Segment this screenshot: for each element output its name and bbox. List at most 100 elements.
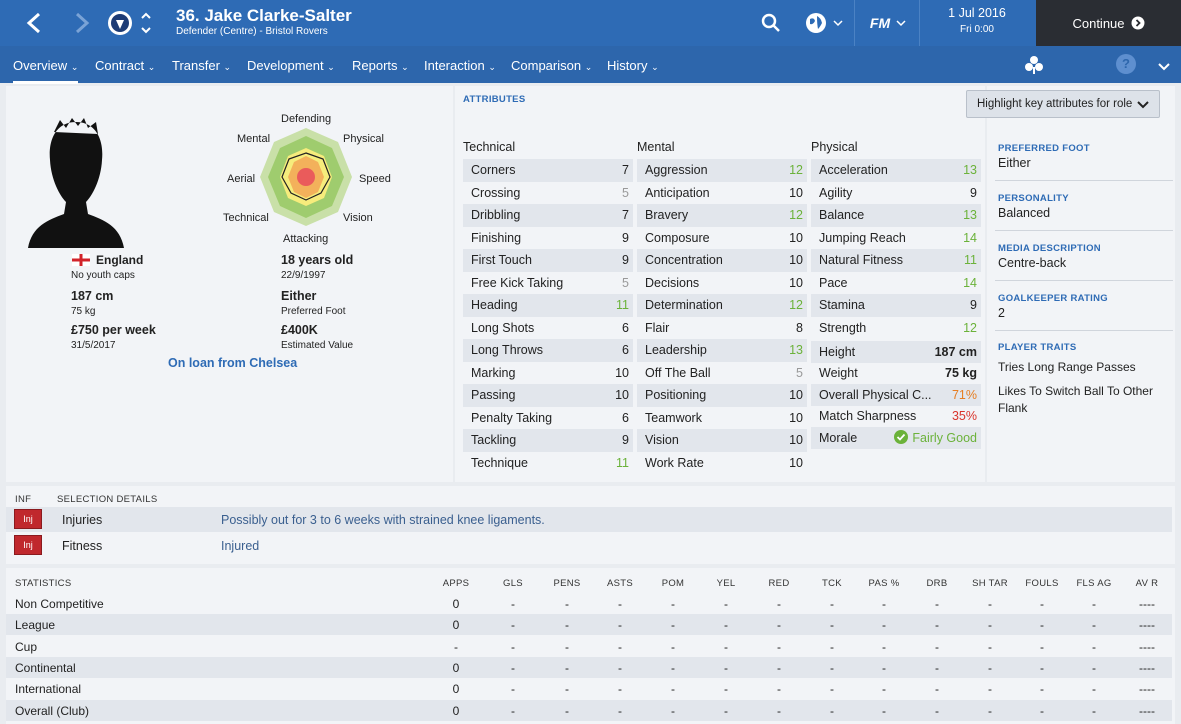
attribute-row[interactable]: Bravery 12 (637, 204, 807, 227)
attribute-row[interactable]: Corners 7 (463, 159, 633, 182)
injury-badge: Inj (14, 509, 42, 529)
attribute-row[interactable]: Heading 11 (463, 294, 633, 317)
attribute-row[interactable]: Height 187 cm (811, 341, 981, 363)
table-row[interactable]: Continental 0- - - - - - - - - - - - ---- (6, 656, 1172, 678)
highlight-key-attributes-dropdown[interactable]: Highlight key attributes for role (966, 90, 1160, 118)
attribute-row[interactable]: Agility 9 (811, 182, 981, 205)
row-label: League (15, 618, 56, 633)
column-header[interactable]: PENS (553, 578, 581, 589)
table-cell: ---- (1139, 618, 1155, 633)
attribute-row[interactable]: Anticipation 10 (637, 182, 807, 205)
continue-button[interactable]: Continue (1036, 0, 1181, 46)
fitness-row[interactable]: Inj Fitness Injured (6, 533, 1172, 558)
attribute-row[interactable]: Match Sharpness 35% (811, 406, 981, 428)
tab-contract[interactable]: Contract ⌄ (95, 58, 155, 73)
loan-link[interactable]: On loan from Chelsea (168, 356, 298, 370)
table-cell: - (724, 682, 728, 697)
attribute-row[interactable]: Weight 75 kg (811, 363, 981, 385)
up-down-chevron-icon[interactable] (136, 0, 156, 46)
attribute-row[interactable]: Aggression 12 (637, 159, 807, 182)
physical-heading: Physical (811, 140, 858, 154)
attribute-row[interactable]: Work Rate 10 (637, 452, 807, 475)
attribute-row[interactable]: Acceleration 13 (811, 159, 981, 182)
club-crest-icon[interactable] (106, 0, 134, 46)
preferred-foot-label: PREFERRED FOOT (998, 143, 1090, 154)
attribute-row[interactable]: Positioning 10 (637, 384, 807, 407)
table-cell: - (618, 639, 622, 654)
column-header[interactable]: RED (768, 578, 790, 589)
attribute-row[interactable]: Free Kick Taking 5 (463, 272, 633, 295)
tab-reports[interactable]: Reports ⌄ (352, 58, 409, 73)
table-row[interactable]: Non Competitive 0- - - - - - - - - - - - ---- (6, 593, 1172, 614)
column-header[interactable]: AV R (1135, 578, 1159, 589)
table-row[interactable]: League 0- - - - - - - - - - - - ---- (6, 614, 1172, 636)
attribute-row[interactable]: First Touch 9 (463, 249, 633, 272)
attribute-row[interactable]: Strength 12 (811, 317, 981, 340)
attribute-value: 10 (789, 230, 803, 245)
table-cell: - (618, 660, 622, 675)
tab-overview[interactable]: Overview ⌄ (13, 58, 79, 84)
table-row[interactable]: International 0- - - - - - - - - - - - ---- (6, 678, 1172, 699)
column-header[interactable]: PAS % (868, 578, 900, 589)
table-row[interactable]: Cup - - - - - - - - - - - - - ---- (6, 636, 1172, 657)
attribute-row[interactable]: Long Shots 6 (463, 317, 633, 340)
column-header[interactable]: FLS AG (1076, 578, 1112, 589)
fm-menu-button[interactable]: FM (858, 0, 918, 46)
search-button[interactable] (755, 0, 787, 46)
tab-history[interactable]: History ⌄ (607, 58, 659, 73)
chevron-down-icon (896, 20, 906, 27)
club-menu-icon[interactable] (1024, 55, 1044, 78)
attribute-row[interactable]: Penalty Taking 6 (463, 407, 633, 430)
attribute-row[interactable]: Overall Physical C... 71% (811, 384, 981, 406)
attribute-row[interactable]: Teamwork 10 (637, 407, 807, 430)
tab-comparison[interactable]: Comparison ⌄ (511, 58, 592, 73)
attribute-row[interactable]: Composure 10 (637, 227, 807, 250)
forward-button[interactable] (62, 0, 102, 46)
attribute-row[interactable]: Jumping Reach 14 (811, 227, 981, 250)
column-header[interactable]: APPS (442, 578, 470, 589)
attribute-row[interactable]: Determination 12 (637, 294, 807, 317)
attribute-row[interactable]: Flair 8 (637, 317, 807, 340)
attribute-row[interactable]: Long Throws 6 (463, 339, 633, 362)
table-cell: - (882, 639, 886, 654)
column-header[interactable]: GLS (503, 578, 523, 589)
attribute-row[interactable]: Crossing 5 (463, 182, 633, 205)
attribute-row[interactable]: Dribbling 7 (463, 204, 633, 227)
column-header[interactable]: POM (661, 578, 685, 589)
attribute-row[interactable]: Concentration 10 (637, 249, 807, 272)
table-row[interactable]: Overall (Club) 0- - - - - - - - - - - - ---- (6, 699, 1172, 721)
attribute-row[interactable]: Decisions 10 (637, 272, 807, 295)
attribute-row[interactable]: Stamina 9 (811, 294, 981, 317)
attribute-row[interactable]: Passing 10 (463, 384, 633, 407)
attribute-row[interactable]: Leadership 13 (637, 339, 807, 362)
attribute-row[interactable]: Marking 10 (463, 362, 633, 385)
attribute-row[interactable]: Pace 14 (811, 272, 981, 295)
attribute-row[interactable]: Vision 10 (637, 429, 807, 452)
help-icon[interactable]: ? (1116, 54, 1136, 74)
column-header[interactable]: TCK (822, 578, 842, 589)
attribute-row[interactable]: Off The Ball 5 (637, 362, 807, 385)
globe-menu-button[interactable] (798, 0, 848, 46)
injury-badge: Inj (14, 535, 42, 555)
attribute-row[interactable]: Balance 13 (811, 204, 981, 227)
injuries-row[interactable]: Inj Injuries Possibly out for 3 to 6 wee… (6, 507, 1172, 532)
column-header[interactable]: SH TAR (972, 578, 1008, 589)
back-button[interactable] (14, 0, 54, 46)
attribute-row[interactable]: Natural Fitness 11 (811, 249, 981, 272)
attribute-name: Anticipation (645, 185, 710, 200)
attribute-row[interactable]: Morale Fairly Good (811, 427, 981, 449)
chevron-down-icon[interactable] (1158, 60, 1170, 74)
tab-transfer[interactable]: Transfer ⌄ (172, 58, 231, 73)
tab-interaction[interactable]: Interaction ⌄ (424, 58, 496, 73)
preferred-foot-value: Either (998, 156, 1031, 170)
attribute-row[interactable]: Tackling 9 (463, 429, 633, 452)
column-header[interactable]: ASTS (606, 578, 633, 589)
table-cell: - (618, 597, 622, 611)
column-header[interactable]: YEL (716, 578, 736, 589)
column-header[interactable]: FOULS (1025, 578, 1059, 589)
tab-development[interactable]: Development ⌄ (247, 58, 335, 73)
attribute-row[interactable]: Technique 11 (463, 452, 633, 475)
column-header[interactable]: DRB (926, 578, 948, 589)
attribute-row[interactable]: Finishing 9 (463, 227, 633, 250)
injuries-detail: Possibly out for 3 to 6 weeks with strai… (221, 513, 545, 527)
